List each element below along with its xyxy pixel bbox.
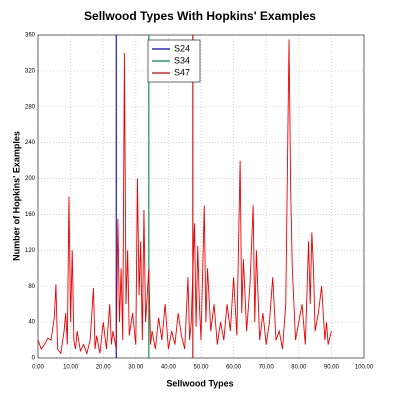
x-tick-label: 60.00 — [226, 365, 242, 371]
y-tick-label: 0 — [32, 356, 36, 362]
chart-title: Sellwood Types With Hopkins' Examples — [84, 9, 316, 23]
x-tick-label: 50.00 — [193, 365, 209, 371]
x-tick-label: 40.00 — [161, 365, 177, 371]
x-tick-label: 70.00 — [259, 365, 275, 371]
series-line — [37, 39, 332, 356]
y-tick-label: 120 — [25, 248, 36, 254]
legend-label: S24 — [174, 43, 190, 53]
x-tick-label: 100.00 — [355, 365, 374, 371]
x-tick-label: 90.00 — [324, 365, 340, 371]
y-axis-label: Number of Hopkins' Examples — [11, 131, 21, 261]
x-tick-label: 80.00 — [291, 365, 307, 371]
y-tick-label: 320 — [25, 68, 36, 74]
plot-frame — [37, 34, 365, 359]
y-tick-label: 80 — [28, 284, 35, 290]
y-tick-label: 360 — [25, 33, 36, 39]
x-tick-label: 10.00 — [63, 365, 79, 371]
legend-label: S34 — [174, 55, 190, 65]
y-tick-label: 280 — [25, 104, 36, 110]
x-tick-label: 20.00 — [96, 365, 112, 371]
y-tick-label: 200 — [25, 176, 36, 182]
x-tick-label: 30.00 — [128, 365, 144, 371]
y-tick-label: 40 — [28, 320, 35, 326]
y-tick-label: 240 — [25, 140, 36, 146]
legend-label: S47 — [174, 67, 190, 77]
x-tick-label: 0.00 — [32, 365, 44, 371]
y-tick-label: 160 — [25, 212, 36, 218]
x-axis-label: Sellwood Types — [166, 378, 233, 388]
